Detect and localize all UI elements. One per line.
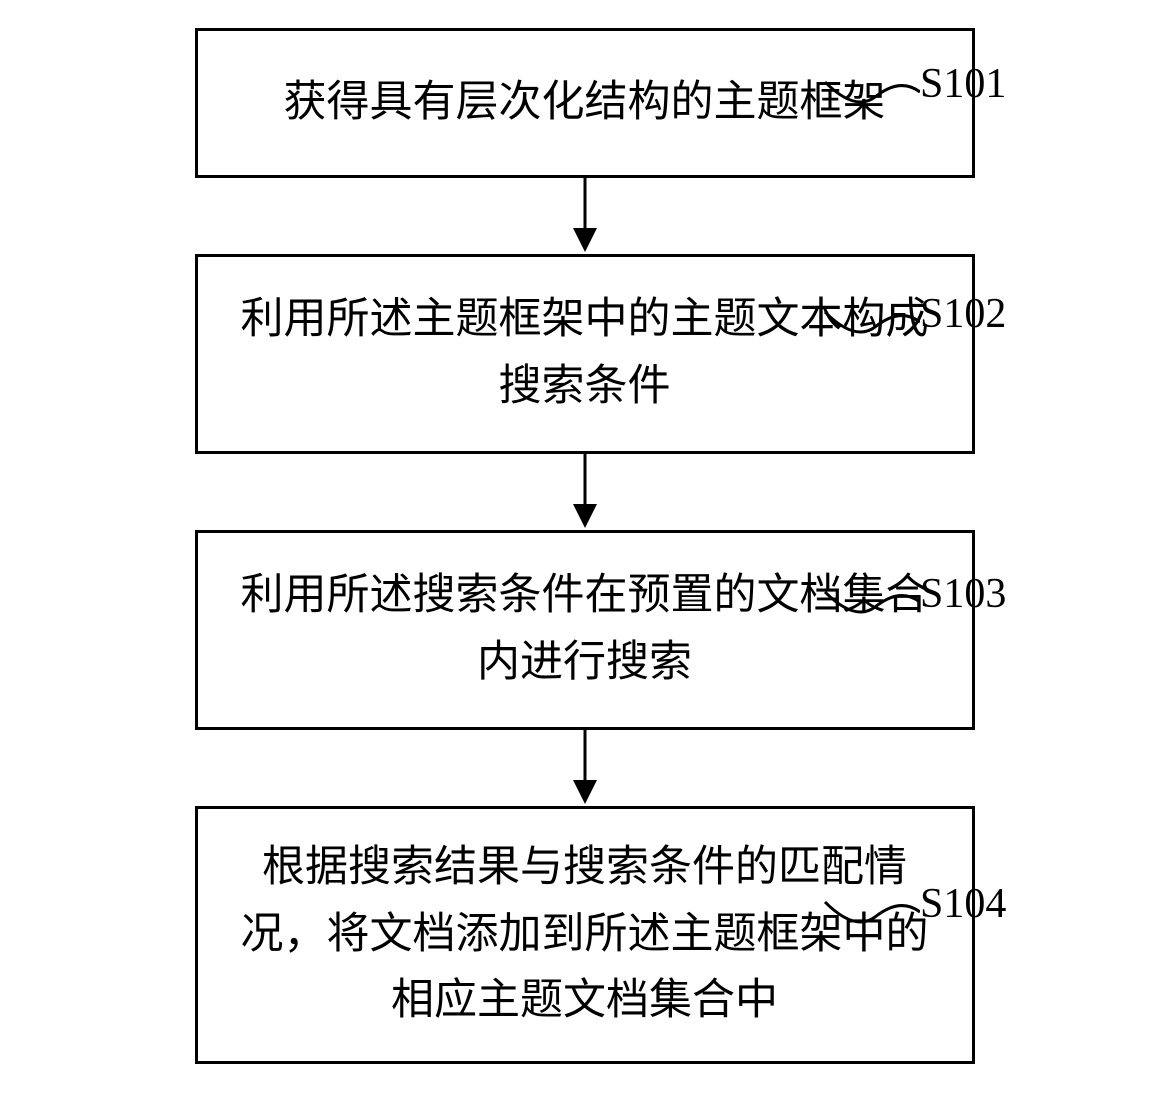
- step-1-text: 获得具有层次化结构的主题框架: [284, 70, 886, 137]
- arrow-3: [565, 730, 605, 806]
- down-arrow-icon: [565, 730, 605, 806]
- arrow-2: [565, 454, 605, 530]
- step-label-1: S101: [920, 60, 1006, 108]
- step-label-2: S102: [920, 290, 1006, 338]
- step-2-text: 利用所述主题框架中的主题文本构成搜索条件: [228, 287, 942, 420]
- flowchart-step-2: 利用所述主题框架中的主题文本构成搜索条件: [195, 254, 975, 454]
- step-label-3: S103: [920, 570, 1006, 618]
- arrow-1: [565, 178, 605, 254]
- down-arrow-icon: [565, 178, 605, 254]
- step-label-4: S104: [920, 880, 1006, 928]
- step-3-text: 利用所述搜索条件在预置的文档集合内进行搜索: [228, 563, 942, 696]
- flowchart-step-1: 获得具有层次化结构的主题框架: [195, 28, 975, 178]
- flowchart-step-3: 利用所述搜索条件在预置的文档集合内进行搜索: [195, 530, 975, 730]
- step-4-text: 根据搜索结果与搜索条件的匹配情况，将文档添加到所述主题框架中的相应主题文档集合中: [228, 835, 942, 1035]
- flowchart-step-4: 根据搜索结果与搜索条件的匹配情况，将文档添加到所述主题框架中的相应主题文档集合中: [195, 806, 975, 1064]
- down-arrow-icon: [565, 454, 605, 530]
